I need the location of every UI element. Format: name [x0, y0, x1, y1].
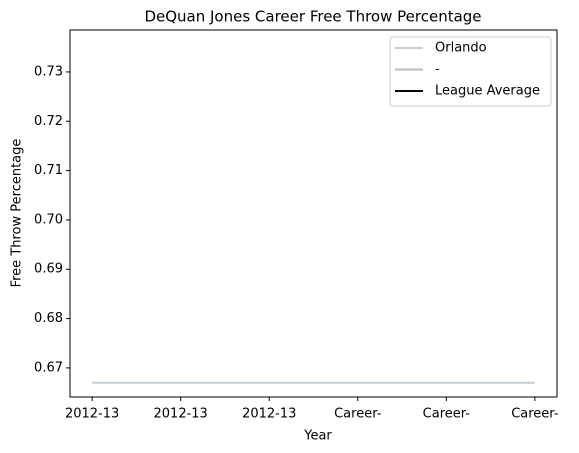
- legend-label: Orlando: [435, 41, 487, 56]
- x-tick-label: Career-: [423, 407, 471, 422]
- y-tick-label: 0.70: [34, 212, 63, 227]
- x-tick-label: 2012-13: [242, 407, 296, 422]
- legend-label: League Average: [435, 84, 540, 99]
- plot-frame: [69, 29, 558, 398]
- x-tick-label: Career-: [334, 407, 382, 422]
- legend-box: [389, 36, 552, 107]
- y-tick-label: 0.73: [34, 64, 63, 79]
- y-tick-label: 0.69: [34, 262, 63, 277]
- y-tick-label: 0.71: [34, 163, 63, 178]
- legend-label: -: [435, 62, 440, 77]
- y-tick-label: 0.68: [34, 311, 63, 326]
- y-tick-label: 0.72: [34, 114, 63, 129]
- chart-title: DeQuan Jones Career Free Throw Percentag…: [144, 8, 481, 26]
- x-tick-label: 2012-13: [154, 407, 208, 422]
- x-tick-label: Career-: [511, 407, 559, 422]
- y-tick-label: 0.67: [34, 360, 63, 375]
- x-axis-label: Year: [303, 429, 332, 444]
- y-axis-label: Free Throw Percentage: [10, 139, 25, 288]
- x-tick-label: 2012-13: [65, 407, 119, 422]
